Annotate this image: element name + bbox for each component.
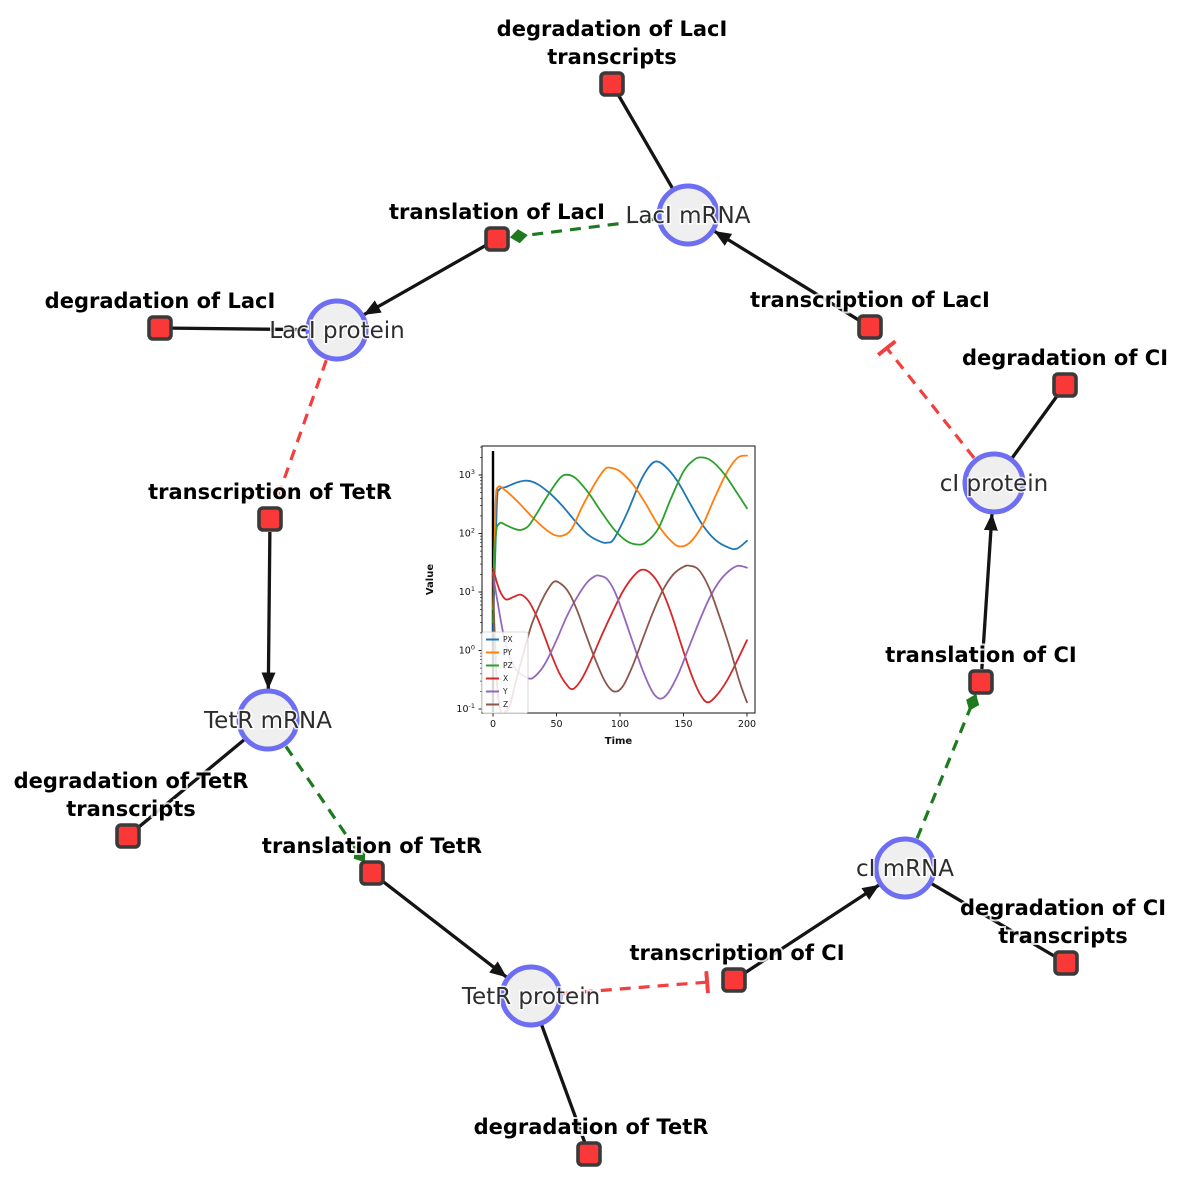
- y-tick-label: 103: [459, 468, 475, 481]
- edge-arrow-tx-tetR-to-tetR-mRNA: [261, 531, 276, 690]
- reaction-label-deg-lacI-transcripts-line1: degradation of LacI: [497, 17, 728, 41]
- species-node-tetR-mRNA[interactable]: [236, 688, 300, 752]
- series-PY-line: [492, 454, 748, 611]
- reaction-node-translation-lacI[interactable]: [484, 226, 510, 252]
- reaction-label-deg-cI: degradation of CI: [962, 346, 1168, 370]
- series-PZ-line: [492, 456, 748, 624]
- series-PX-line: [492, 460, 748, 634]
- reaction-label-deg-lacI: degradation of LacI: [45, 289, 276, 313]
- edge-catalysis-tetR-mRNA-to-translation-tetR: [284, 745, 366, 863]
- edge-arrow-tx-lacI-to-lacI-mRNA: [713, 229, 860, 322]
- reaction-node-tx-cI[interactable]: [721, 967, 747, 993]
- reaction-label-deg-tetR-transcripts-line2: transcripts: [66, 797, 196, 821]
- legend-label-PX: PX: [503, 635, 513, 644]
- edge-plain-cI-mRNA-to-deg-cI-transcripts: [927, 880, 1067, 965]
- reaction-label-translation-lacI: translation of LacI: [389, 200, 605, 224]
- species-label-tetR-mRNA: TetR mRNA: [203, 708, 332, 734]
- edge-inhibition-tetR-protein-to-tx-cI: [562, 970, 710, 996]
- y-tick-label: 101: [459, 585, 475, 598]
- species-node-lacI-protein[interactable]: [305, 298, 369, 362]
- legend-label-PY: PY: [503, 648, 512, 657]
- species-label-tetR-protein: TetR protein: [461, 984, 600, 1010]
- x-tick-label: 200: [738, 719, 756, 730]
- reaction-label-tx-tetR: transcription of TetR: [148, 480, 392, 504]
- reaction-node-deg-cI[interactable]: [1052, 372, 1078, 398]
- edge-inhibition-lacI-protein-to-tx-tetR: [267, 359, 328, 500]
- edge-plain-cI-protein-to-deg-cI: [1008, 384, 1067, 463]
- timecourse-inset-plot: 0 50 100 150 200 103 102 101 100 10-1 Time Value PX P…: [425, 445, 756, 747]
- edge-plain-tetR-mRNA-to-deg-tetR-transcripts: [126, 735, 249, 838]
- x-tick-label: 50: [550, 719, 562, 730]
- edge-plain-tetR-protein-to-deg-tetR: [538, 1020, 591, 1155]
- edges-layer: [126, 83, 1067, 1155]
- series-X-line: [492, 567, 748, 704]
- legend-label-Y: Y: [502, 687, 508, 696]
- reaction-label-deg-cI-transcripts-line1: degradation of CI: [960, 896, 1166, 920]
- reaction-node-translation-tetR[interactable]: [359, 860, 385, 886]
- reaction-node-deg-lacI-transcripts[interactable]: [599, 71, 625, 97]
- edge-arrow-translation-cI-to-cI-protein: [980, 513, 998, 670]
- y-tick-label: 100: [459, 644, 475, 657]
- reaction-node-translation-cI[interactable]: [968, 669, 994, 695]
- plot-curves: [492, 454, 748, 713]
- species-node-tetR-protein[interactable]: [499, 964, 563, 1028]
- edge-arrow-tx-cI-to-cI-mRNA: [743, 883, 880, 975]
- reaction-label-translation-tetR: translation of TetR: [262, 834, 482, 858]
- reaction-node-deg-lacI[interactable]: [147, 315, 173, 341]
- species-label-lacI-mRNA: LacI mRNA: [626, 203, 751, 229]
- reaction-label-deg-tetR: degradation of TetR: [474, 1115, 709, 1139]
- reaction-label-translation-cI: translation of CI: [885, 643, 1076, 667]
- x-tick-label: 100: [611, 719, 629, 730]
- reaction-node-tx-tetR[interactable]: [257, 506, 283, 532]
- legend-label-Z: Z: [503, 700, 508, 709]
- reaction-label-tx-cI: transcription of CI: [629, 941, 844, 965]
- series-Z-line: [492, 564, 748, 713]
- edge-inhibition-cI-protein-to-tx-lacI: [876, 339, 976, 459]
- nodes-layer: [115, 71, 1079, 1167]
- edge-plain-lacI-mRNA-to-deg-lacI-transcripts: [610, 83, 676, 193]
- reaction-node-deg-tetR-transcripts[interactable]: [115, 823, 141, 849]
- species-label-cI-protein: cI protein: [940, 471, 1049, 497]
- edge-arrow-translation-lacI-to-lacI-protein: [363, 243, 487, 317]
- y-tick-label: 102: [459, 527, 475, 540]
- reaction-node-deg-cI-transcripts[interactable]: [1053, 950, 1079, 976]
- y-axis-label: Value: [425, 564, 436, 595]
- edge-catalysis-cI-mRNA-to-translation-cI: [915, 694, 980, 839]
- edge-catalysis-lacI-mRNA-to-translation-lacI: [509, 217, 657, 244]
- reaction-label-deg-tetR-transcripts-line1: degradation of TetR: [14, 769, 249, 793]
- y-tick-label: 10-1: [456, 702, 475, 715]
- edge-arrow-translation-tetR-to-tetR-protein: [381, 879, 508, 979]
- species-node-lacI-mRNA[interactable]: [656, 183, 720, 247]
- reaction-node-deg-tetR[interactable]: [576, 1141, 602, 1167]
- x-axis-label: Time: [605, 736, 633, 747]
- reaction-label-deg-lacI-transcripts-line2: transcripts: [547, 45, 677, 69]
- reaction-label-deg-cI-transcripts-line2: transcripts: [998, 924, 1128, 948]
- edge-plain-lacI-protein-to-deg-lacI: [159, 326, 311, 332]
- legend-label-PZ: PZ: [503, 661, 513, 670]
- species-node-cI-mRNA[interactable]: [873, 836, 937, 900]
- x-tick-label: 0: [490, 719, 496, 730]
- plot-frame: [481, 445, 756, 714]
- reaction-label-tx-lacI: transcription of LacI: [750, 288, 990, 312]
- labels-layer: LacI mRNA LacI protein TetR mRNA TetR prote…: [12, 15, 1170, 1141]
- species-label-lacI-protein: LacI protein: [269, 318, 404, 344]
- legend-label-X: X: [503, 674, 508, 683]
- species-label-cI-mRNA: cI mRNA: [856, 856, 954, 882]
- species-node-cI-protein[interactable]: [962, 451, 1026, 515]
- x-tick-label: 150: [674, 719, 692, 730]
- reaction-node-tx-lacI[interactable]: [857, 314, 883, 340]
